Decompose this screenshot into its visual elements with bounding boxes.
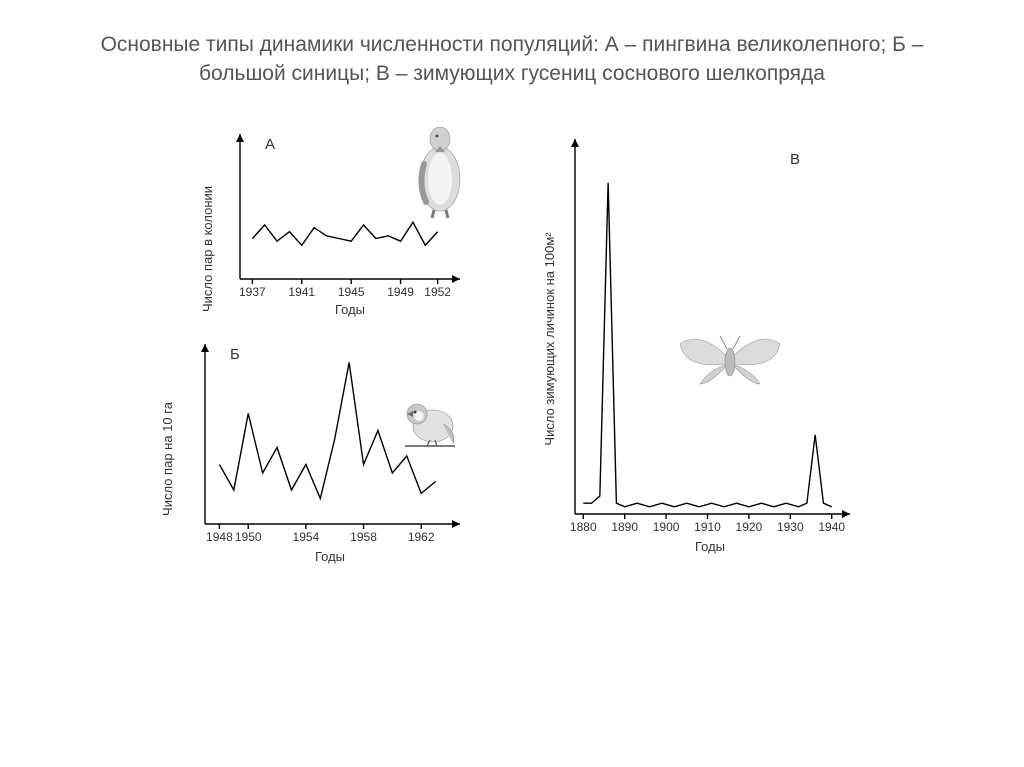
svg-text:1920: 1920 bbox=[736, 520, 763, 534]
chart-a-panel-label: А bbox=[265, 136, 275, 153]
tit-bird-icon bbox=[395, 384, 470, 464]
chart-b: Число пар на 10 га Б 19481950 1954 1958 196… bbox=[160, 329, 480, 569]
svg-text:1954: 1954 bbox=[293, 530, 320, 544]
svg-text:1900: 1900 bbox=[653, 520, 680, 534]
page-title: Основные типы динамики численности попул… bbox=[0, 0, 1024, 99]
svg-text:1949: 1949 bbox=[387, 285, 414, 299]
svg-text:1930: 1930 bbox=[777, 520, 804, 534]
chart-b-ylabel: Число пар на 10 га bbox=[160, 401, 175, 516]
chart-a-ylabel: Число пар в колонии bbox=[200, 186, 215, 312]
svg-text:1962: 1962 bbox=[408, 530, 435, 544]
chart-a-ticks: 1937 1941 1945 1949 1952 bbox=[239, 279, 451, 299]
chart-c: Число зимующих личинок на 100м² В 188018… bbox=[540, 119, 860, 569]
chart-a-xlabel: Годы bbox=[335, 302, 365, 317]
chart-b-xlabel: Годы bbox=[315, 549, 345, 564]
svg-text:1945: 1945 bbox=[338, 285, 365, 299]
svg-text:1880: 1880 bbox=[570, 520, 597, 534]
svg-text:1952: 1952 bbox=[424, 285, 451, 299]
svg-text:1958: 1958 bbox=[350, 530, 377, 544]
chart-b-ticks: 19481950 1954 1958 1962 bbox=[206, 524, 435, 544]
chart-c-ticks: 1880 1890 1900 1910 1920 1930 1940 bbox=[570, 514, 845, 534]
chart-c-panel-label: В bbox=[790, 151, 800, 168]
chart-c-ylabel: Число зимующих личинок на 100м² bbox=[542, 232, 557, 446]
svg-text:1948: 1948 bbox=[206, 530, 233, 544]
svg-text:1937: 1937 bbox=[239, 285, 266, 299]
svg-text:1910: 1910 bbox=[694, 520, 721, 534]
chart-b-panel-label: Б bbox=[230, 346, 240, 363]
charts-container: Число пар в колонии А 193719411945194919… bbox=[0, 99, 1024, 679]
moth-icon bbox=[670, 314, 790, 404]
svg-text:1940: 1940 bbox=[818, 520, 845, 534]
svg-text:1941: 1941 bbox=[288, 285, 315, 299]
chart-a-line bbox=[252, 222, 437, 245]
chart-a: Число пар в колонии А 193719411945194919… bbox=[200, 119, 480, 319]
chart-c-xlabel: Годы bbox=[695, 539, 725, 554]
penguin-icon bbox=[410, 114, 470, 224]
svg-text:1890: 1890 bbox=[611, 520, 638, 534]
svg-text:1950: 1950 bbox=[235, 530, 262, 544]
